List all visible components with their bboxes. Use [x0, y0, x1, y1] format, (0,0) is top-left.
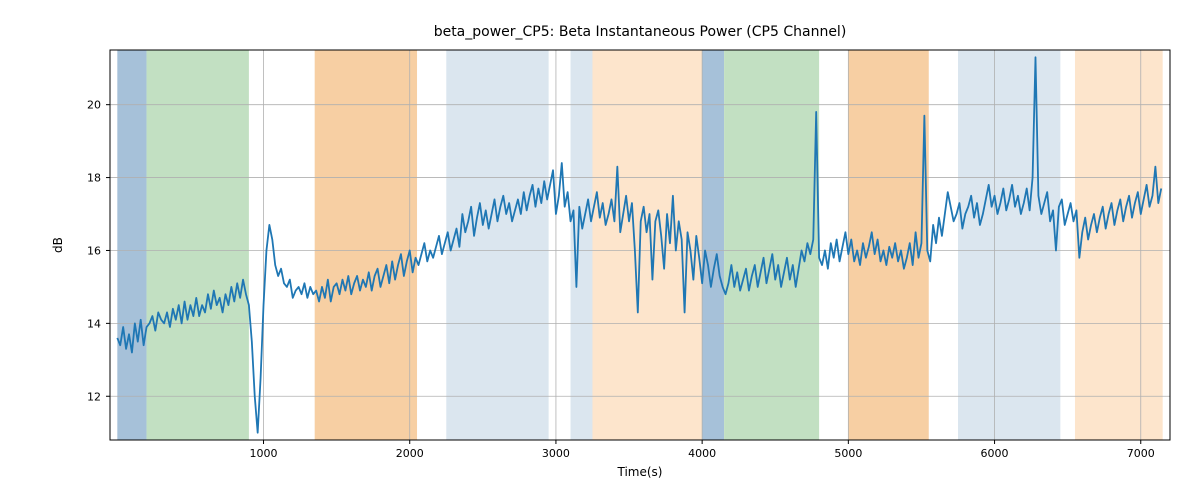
x-tick-label: 2000: [396, 447, 424, 460]
region-9: [958, 50, 1060, 440]
y-tick-label: 20: [87, 99, 101, 112]
x-tick-label: 5000: [834, 447, 862, 460]
region-7: [724, 50, 819, 440]
x-axis-label: Time(s): [617, 465, 663, 479]
chart-title: beta_power_CP5: Beta Instantaneous Power…: [434, 24, 847, 40]
y-axis-label: dB: [51, 237, 65, 253]
y-tick-label: 16: [87, 244, 101, 257]
x-tick-label: 4000: [688, 447, 716, 460]
y-tick-label: 12: [87, 390, 101, 403]
chart-container: 1000 2000 3000 4000 5000 6000 7000 12 14 16 18 20 Ti…: [0, 0, 1200, 500]
region-1: [147, 50, 249, 440]
region-4: [571, 50, 593, 440]
region-10: [1075, 50, 1163, 440]
region-3: [446, 50, 548, 440]
chart-svg: 1000 2000 3000 4000 5000 6000 7000 12 14 16 18 20 Ti…: [0, 0, 1200, 500]
region-0: [117, 50, 146, 440]
x-tick-label: 7000: [1127, 447, 1155, 460]
region-2: [315, 50, 417, 440]
x-tick-label: 1000: [250, 447, 278, 460]
x-tick-label: 6000: [981, 447, 1009, 460]
y-tick-label: 18: [87, 172, 101, 185]
x-tick-label: 3000: [542, 447, 570, 460]
region-6: [702, 50, 724, 440]
region-5: [592, 50, 702, 440]
y-tick-label: 14: [87, 317, 101, 330]
